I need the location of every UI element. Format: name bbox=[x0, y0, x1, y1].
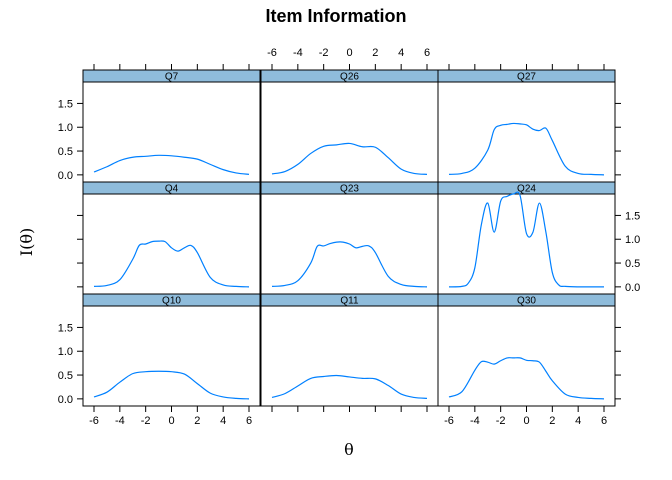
curve-q26 bbox=[271, 142, 428, 175]
x-tick-label-bottom-c0-0: -6 bbox=[89, 415, 99, 427]
x-tick-label-top-3: 0 bbox=[346, 47, 352, 59]
axes-group: -6 -4 -2 0 2 4 6 -6 -4 -2 0 2 4 6 -6 -4 -2 0 2 4 6 0.0 0.5 1.0 1… bbox=[58, 47, 641, 427]
x-tick-label-top-4: 2 bbox=[372, 47, 378, 59]
x-tick-label-bottom-c0-4: 2 bbox=[194, 415, 200, 427]
chart-title: Item Information bbox=[265, 6, 406, 26]
strip-label-q11: Q11 bbox=[340, 296, 359, 307]
x-tick-label-bottom-c0-1: -4 bbox=[115, 415, 125, 427]
y-tick-label-left-r2-1: 0.5 bbox=[58, 370, 73, 382]
x-tick-label-top-6: 6 bbox=[424, 47, 430, 59]
panel-q27 bbox=[437, 81, 616, 183]
y-tick-label-right-r1-1: 0.5 bbox=[625, 258, 640, 270]
panel-q26 bbox=[260, 81, 439, 183]
y-tick-label-left-r0-1: 0.5 bbox=[58, 146, 73, 158]
strip-label-q7: Q7 bbox=[165, 72, 179, 83]
y-tick-label-left-r0-2: 1.0 bbox=[58, 122, 73, 134]
strip-label-q23: Q23 bbox=[340, 184, 359, 195]
strip-label-q27: Q27 bbox=[517, 72, 536, 83]
x-tick-label-bottom-c2-1: -4 bbox=[470, 415, 480, 427]
x-tick-label-bottom-c2-5: 4 bbox=[575, 415, 581, 427]
y-tick-label-left-r2-2: 1.0 bbox=[58, 346, 73, 358]
y-tick-label-left-r2-3: 1.5 bbox=[58, 322, 73, 334]
strip-label-q4: Q4 bbox=[165, 184, 179, 195]
x-tick-label-bottom-c2-2: -2 bbox=[496, 415, 506, 427]
curve-q23 bbox=[271, 241, 428, 288]
x-tick-label-bottom-c0-5: 4 bbox=[220, 415, 226, 427]
panel-q7 bbox=[82, 81, 261, 183]
strip-label-q26: Q26 bbox=[340, 72, 359, 83]
panel-q11 bbox=[260, 305, 439, 407]
y-tick-label-right-r1-2: 1.0 bbox=[625, 234, 640, 246]
panel-q30 bbox=[437, 305, 616, 407]
strip-label-q10: Q10 bbox=[162, 296, 181, 307]
panels-group: Q7 Q26 Q27 Q4 Q23 Q24 Q10 Q11 Q30 bbox=[82, 69, 616, 407]
curve-q30 bbox=[448, 357, 605, 400]
x-tick-label-bottom-c2-6: 6 bbox=[601, 415, 607, 427]
y-tick-label-left-r0-3: 1.5 bbox=[58, 98, 73, 110]
x-tick-label-bottom-c2-4: 2 bbox=[549, 415, 555, 427]
x-tick-label-top-1: -4 bbox=[293, 47, 303, 59]
y-tick-label-right-r1-3: 1.5 bbox=[625, 210, 640, 222]
x-tick-label-top-2: -2 bbox=[319, 47, 329, 59]
x-tick-label-bottom-c2-0: -6 bbox=[444, 415, 454, 427]
y-tick-label-left-r0-0: 0.0 bbox=[58, 170, 73, 182]
curve-q7 bbox=[93, 154, 250, 175]
y-tick-label-right-r1-0: 0.0 bbox=[625, 282, 640, 294]
strip-label-q30: Q30 bbox=[517, 296, 536, 307]
curve-q27 bbox=[448, 122, 605, 176]
curve-q4 bbox=[93, 240, 250, 288]
x-axis-label: θ bbox=[344, 440, 354, 459]
x-tick-label-bottom-c0-2: -2 bbox=[141, 415, 151, 427]
strip-label-q24: Q24 bbox=[517, 184, 536, 195]
x-tick-label-bottom-c2-3: 0 bbox=[523, 415, 529, 427]
y-axis-label: I(θ) bbox=[17, 228, 36, 256]
curve-q11 bbox=[271, 374, 428, 399]
x-tick-label-top-5: 4 bbox=[398, 47, 404, 59]
x-tick-label-top-0: -6 bbox=[267, 47, 277, 59]
curve-q10 bbox=[93, 370, 250, 400]
x-tick-label-bottom-c0-3: 0 bbox=[168, 415, 174, 427]
y-tick-label-left-r2-0: 0.0 bbox=[58, 394, 73, 406]
x-tick-label-bottom-c0-6: 6 bbox=[246, 415, 252, 427]
curve-q24 bbox=[448, 191, 604, 288]
panel-q4 bbox=[82, 193, 261, 295]
panel-q24 bbox=[437, 193, 616, 295]
